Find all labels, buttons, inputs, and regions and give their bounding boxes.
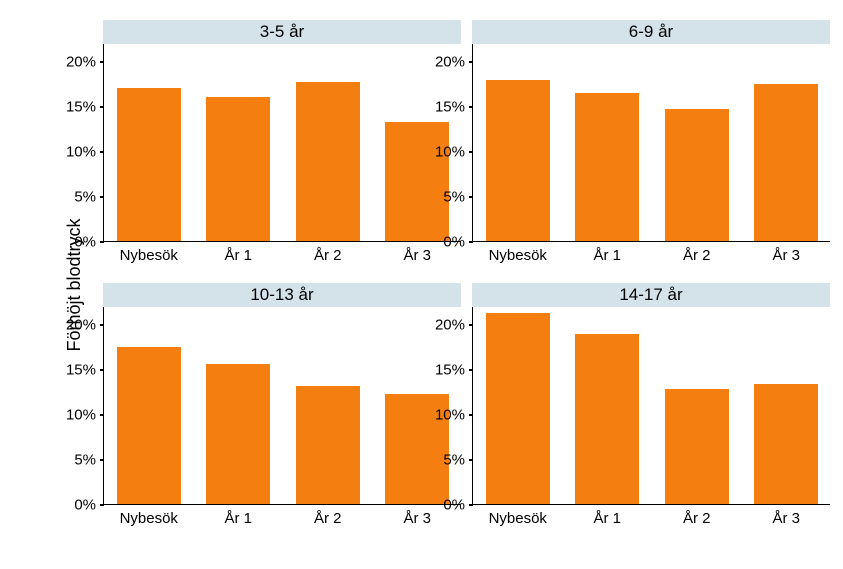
chart-panel: 6-9 år0%5%10%15%20%NybesökÅr 1År 2År 3 — [472, 20, 830, 270]
y-tick-label: 5% — [74, 452, 96, 469]
y-tick-label: 0% — [443, 497, 465, 514]
panel-title: 3-5 år — [103, 20, 461, 44]
y-tick-label: 15% — [66, 99, 96, 116]
y-tick-label: 20% — [66, 317, 96, 334]
y-tick — [100, 369, 104, 371]
plot-area: 0%5%10%15%20%NybesökÅr 1År 2År 3 — [103, 44, 461, 242]
x-tick-label: Nybesök — [489, 247, 547, 264]
y-tick — [100, 61, 104, 63]
y-tick — [469, 324, 473, 326]
y-tick — [469, 151, 473, 153]
x-tick-label: År 2 — [683, 510, 711, 527]
y-tick-label: 10% — [435, 407, 465, 424]
x-tick-label: År 1 — [224, 247, 252, 264]
y-tick-label: 0% — [74, 497, 96, 514]
bar — [575, 334, 639, 504]
bar — [754, 84, 818, 241]
x-tick-label: År 3 — [772, 510, 800, 527]
panel-title: 10-13 år — [103, 283, 461, 307]
y-tick — [100, 196, 104, 198]
y-tick-label: 5% — [443, 189, 465, 206]
panel-title: 6-9 år — [472, 20, 830, 44]
plot-area: 0%5%10%15%20%NybesökÅr 1År 2År 3 — [472, 307, 830, 505]
figure: Förhöjt blodtryck 3-5 år0%5%10%15%20%Nyb… — [0, 0, 843, 569]
y-tick-label: 0% — [443, 234, 465, 251]
y-tick-label: 20% — [66, 54, 96, 71]
plot-area: 0%5%10%15%20%NybesökÅr 1År 2År 3 — [472, 44, 830, 242]
bar — [754, 384, 818, 504]
x-tick-label: År 3 — [403, 510, 431, 527]
x-tick-label: År 2 — [314, 247, 342, 264]
y-tick — [469, 459, 473, 461]
bar — [206, 97, 270, 241]
y-tick-label: 15% — [435, 362, 465, 379]
y-tick — [100, 106, 104, 108]
x-tick-label: År 1 — [593, 510, 621, 527]
bar — [486, 313, 550, 504]
y-tick-label: 10% — [66, 407, 96, 424]
y-tick — [469, 504, 473, 506]
bar — [575, 93, 639, 242]
x-tick-label: Nybesök — [120, 510, 178, 527]
chart-panel: 10-13 år0%5%10%15%20%NybesökÅr 1År 2År 3 — [103, 283, 461, 533]
y-tick-label: 0% — [74, 234, 96, 251]
y-tick-label: 5% — [74, 189, 96, 206]
y-tick-label: 10% — [66, 144, 96, 161]
x-tick-label: År 2 — [314, 510, 342, 527]
y-tick-label: 10% — [435, 144, 465, 161]
y-tick — [100, 241, 104, 243]
panel-title: 14-17 år — [472, 283, 830, 307]
y-tick — [469, 241, 473, 243]
bar — [296, 386, 360, 504]
bar — [117, 88, 181, 241]
y-tick-label: 15% — [435, 99, 465, 116]
bar — [206, 364, 270, 504]
x-tick-label: Nybesök — [489, 510, 547, 527]
y-tick — [100, 414, 104, 416]
y-tick — [100, 504, 104, 506]
y-tick — [469, 61, 473, 63]
chart-panel: 14-17 år0%5%10%15%20%NybesökÅr 1År 2År 3 — [472, 283, 830, 533]
bar — [296, 82, 360, 241]
chart-panel: 3-5 år0%5%10%15%20%NybesökÅr 1År 2År 3 — [103, 20, 461, 270]
y-tick — [100, 459, 104, 461]
x-tick-label: År 1 — [593, 247, 621, 264]
x-tick-label: År 1 — [224, 510, 252, 527]
y-tick — [469, 369, 473, 371]
bar — [117, 347, 181, 505]
bar — [486, 80, 550, 241]
y-tick-label: 20% — [435, 54, 465, 71]
x-tick-label: År 3 — [772, 247, 800, 264]
y-tick — [469, 196, 473, 198]
x-tick-label: År 2 — [683, 247, 711, 264]
bar — [385, 122, 449, 241]
y-tick — [469, 106, 473, 108]
bar — [665, 109, 729, 241]
y-tick — [100, 324, 104, 326]
bar — [665, 389, 729, 504]
y-tick — [469, 414, 473, 416]
y-tick-label: 15% — [66, 362, 96, 379]
x-tick-label: Nybesök — [120, 247, 178, 264]
y-tick-label: 5% — [443, 452, 465, 469]
y-tick-label: 20% — [435, 317, 465, 334]
y-tick — [100, 151, 104, 153]
x-tick-label: År 3 — [403, 247, 431, 264]
plot-area: 0%5%10%15%20%NybesökÅr 1År 2År 3 — [103, 307, 461, 505]
